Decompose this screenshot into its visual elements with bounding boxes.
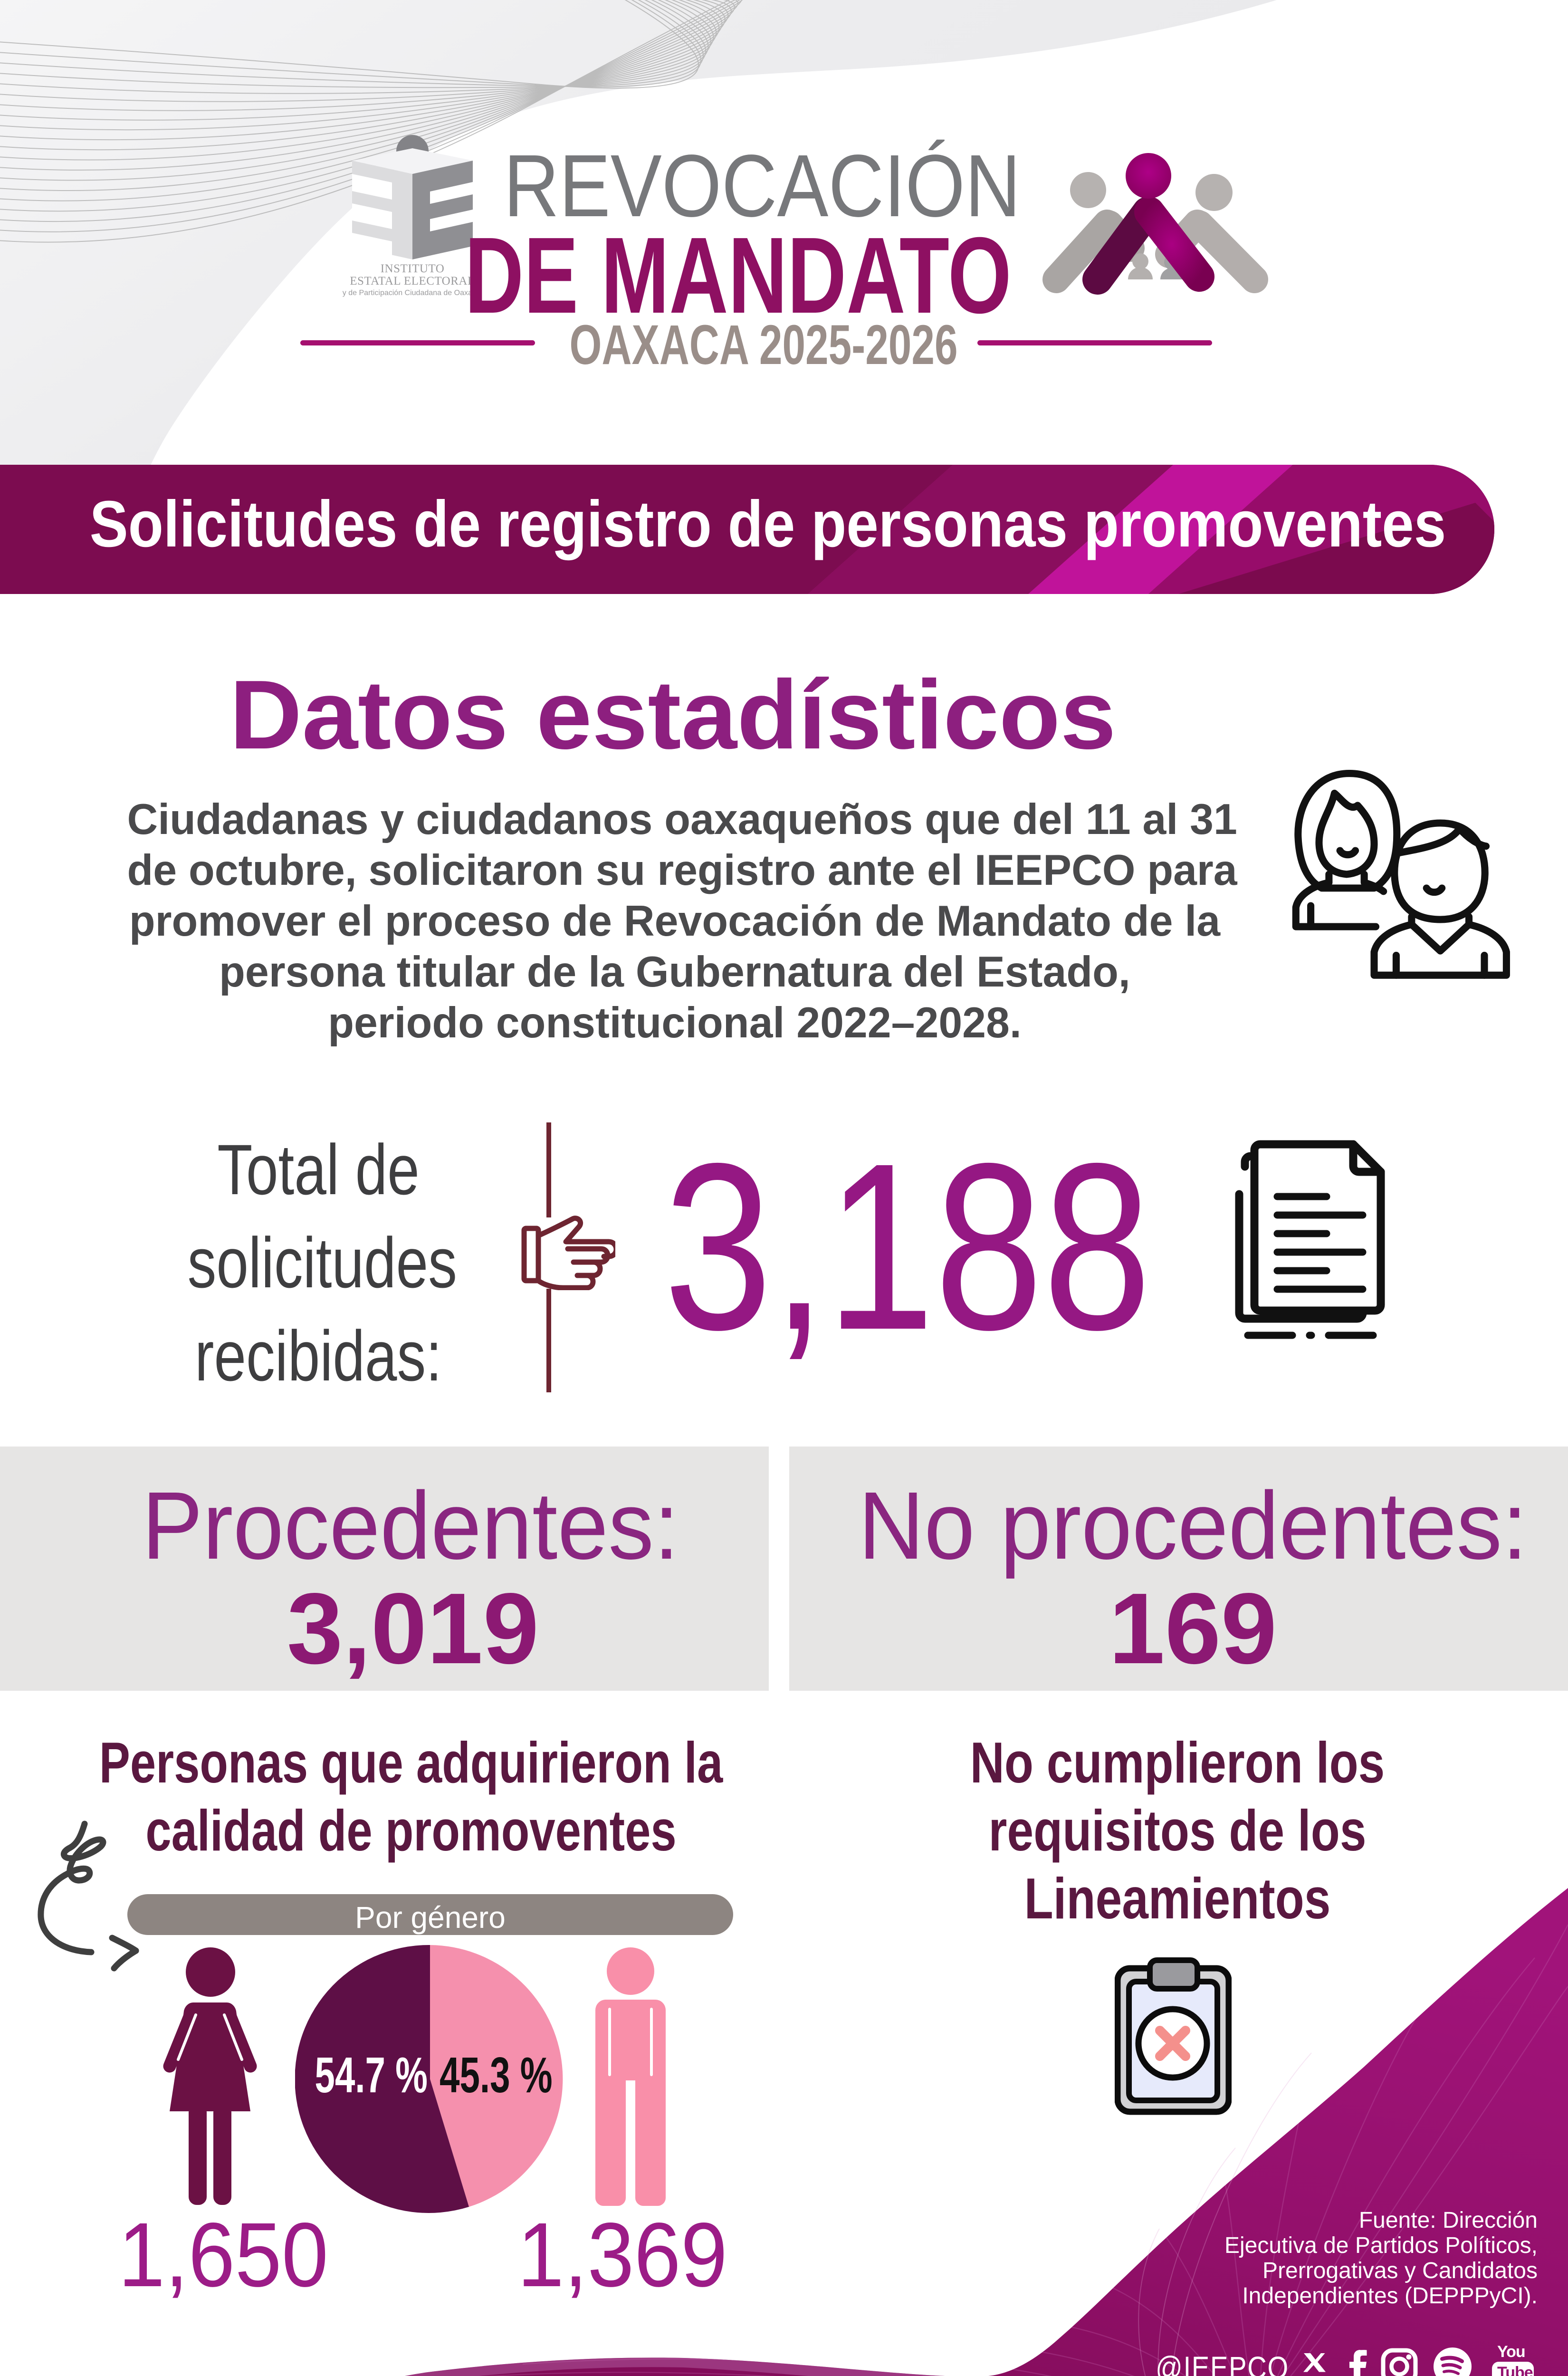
svg-text:Tube: Tube (1497, 2364, 1533, 2376)
svg-text:You: You (1497, 2343, 1525, 2361)
